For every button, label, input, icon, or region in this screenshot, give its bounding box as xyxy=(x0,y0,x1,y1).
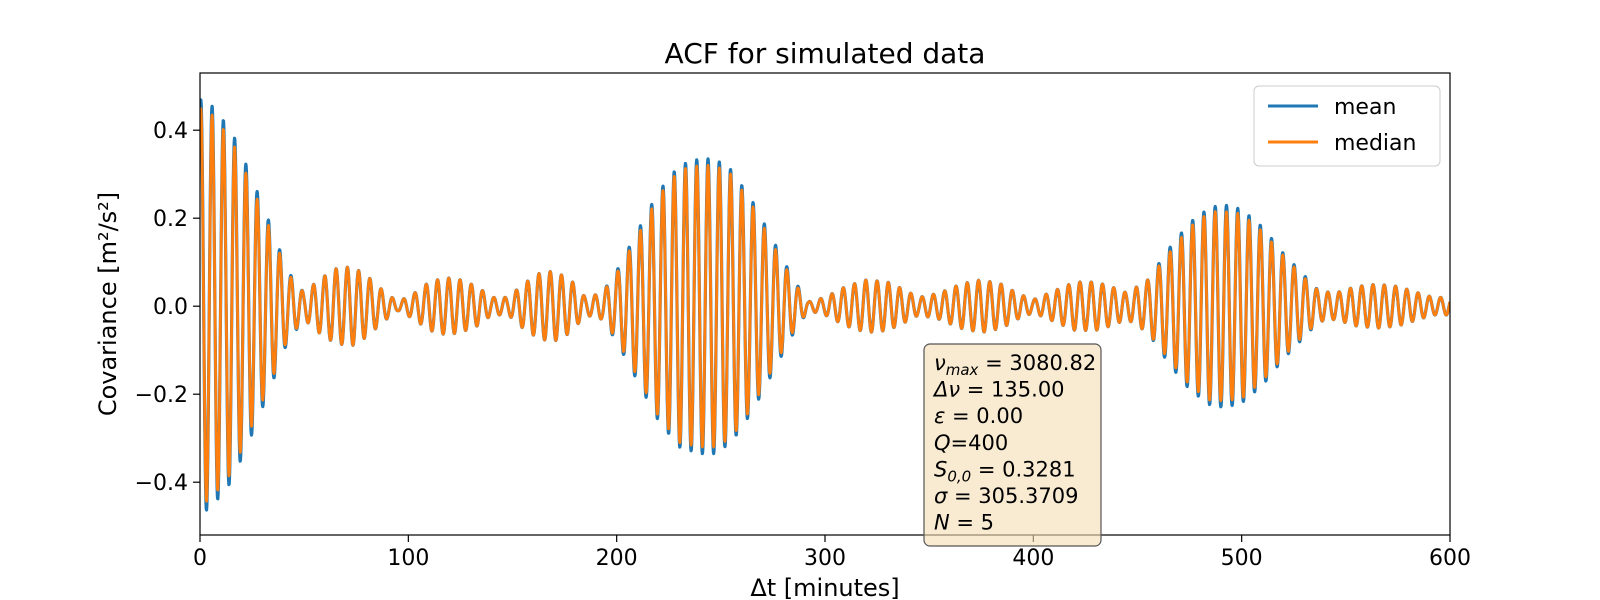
legend-label-mean: mean xyxy=(1334,95,1396,120)
y-tick-label: −0.2 xyxy=(135,383,188,408)
parameter-line: ε = 0.00 xyxy=(934,404,1023,428)
x-tick-label: 400 xyxy=(1012,546,1054,571)
y-tick-label: 0.0 xyxy=(153,295,188,320)
legend: mean median xyxy=(1253,85,1441,167)
x-tick-label: 600 xyxy=(1429,546,1471,571)
x-tick-label: 0 xyxy=(193,546,207,571)
parameter-line: S0,0 = 0.3281 xyxy=(934,457,1076,485)
x-tick-label: 300 xyxy=(804,546,846,571)
x-tick-label: 200 xyxy=(596,546,638,571)
x-axis-label: Δt [minutes] xyxy=(750,574,899,600)
series-line-median xyxy=(200,107,1450,503)
parameter-line: N = 5 xyxy=(934,511,994,535)
chart-title: ACF for simulated data xyxy=(665,37,986,70)
y-tick-label: 0.4 xyxy=(153,119,188,144)
y-axis: −0.4 −0.2 0.0 0.2 0.4 xyxy=(135,119,200,496)
x-axis: 0 100 200 300 400 500 600 xyxy=(193,535,1471,571)
parameter-box-background xyxy=(923,343,1102,547)
parameter-line: νmax = 3080.82 xyxy=(934,351,1096,379)
legend-label-median: median xyxy=(1334,131,1416,156)
y-tick-label: −0.4 xyxy=(135,471,188,496)
series-layer xyxy=(200,98,1450,512)
y-tick-label: 0.2 xyxy=(153,207,188,232)
parameter-line: σ = 305.3709 xyxy=(934,484,1078,508)
x-tick-label: 100 xyxy=(387,546,429,571)
x-tick-label: 500 xyxy=(1221,546,1263,571)
parameter-line: Q=400 xyxy=(934,431,1008,455)
parameter-line: Δν = 135.00 xyxy=(932,378,1065,402)
y-axis-label: Covariance [m²/s²] xyxy=(94,192,122,416)
